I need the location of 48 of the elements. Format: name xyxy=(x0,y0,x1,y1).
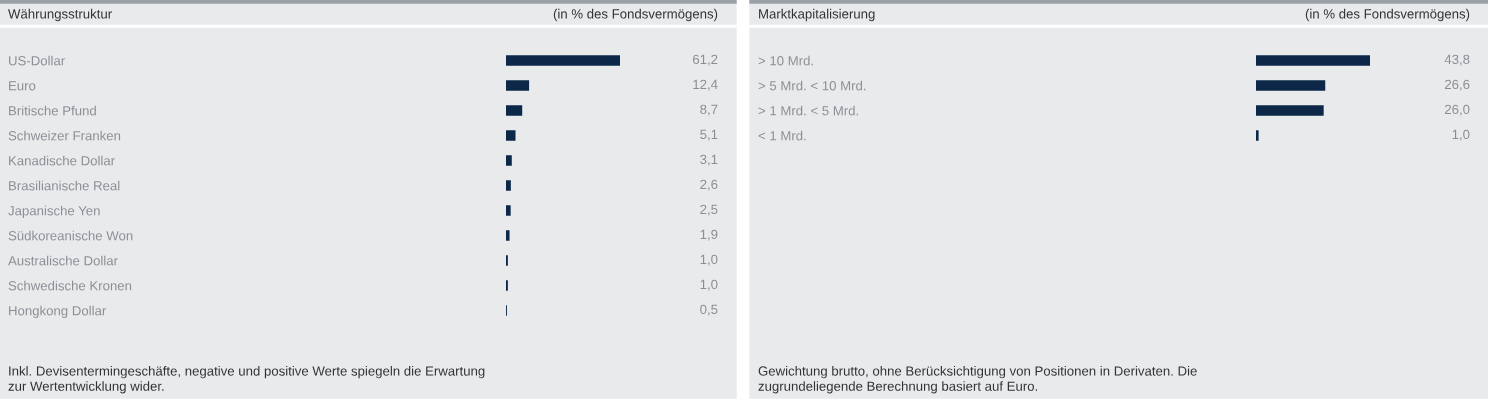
y-tick-label: Japanische Yen xyxy=(8,205,100,219)
y-tick-label: Südkoreanische Won xyxy=(8,230,133,241)
bar xyxy=(506,105,523,116)
y-tick-label: Kanadische Dollar xyxy=(9,155,115,166)
bar xyxy=(1256,105,1324,116)
y-tick-label: Hongkong Dollar xyxy=(9,305,107,319)
chart-subtitle: (in % des Fondsvermögens) xyxy=(553,8,718,22)
bar xyxy=(1256,80,1326,91)
data-label: 8,7 xyxy=(700,104,718,116)
bar xyxy=(506,55,620,66)
y-tick-label: < 1 Mrd. xyxy=(758,130,806,141)
data-label: 3,1 xyxy=(700,154,718,166)
text: Währungsstruktur xyxy=(8,8,112,22)
data-label: 26,0 xyxy=(1444,104,1470,116)
y-tick-label: Schwedische Kronen xyxy=(8,280,132,291)
data-label: 1,0 xyxy=(700,279,718,291)
text: Gewichtung brutto, ohne Berücksichtigung von Positionen in Derivaten. Die zugrundeliegende Berechnung basiert auf Euro. xyxy=(758,366,1197,394)
data-label: 1,0 xyxy=(1452,129,1470,141)
data-label: 43,8 xyxy=(1444,54,1470,66)
chart-subtitle: (in % des Fondsvermögens) xyxy=(1305,8,1470,22)
y-tick-label: Schweizer Franken xyxy=(8,130,121,141)
y-tick-label: Euro xyxy=(9,81,36,91)
data-label: 12,4 xyxy=(693,79,718,91)
data-label: 2,5 xyxy=(700,204,718,216)
data-label: 1,0 xyxy=(700,254,718,266)
y-tick-label: > 5 Mrd. < 10 Mrd. xyxy=(758,80,866,91)
bar xyxy=(506,155,512,166)
data-label: 5,1 xyxy=(700,129,718,141)
data-label: 0,5 xyxy=(700,304,718,316)
data-label: 2,6 xyxy=(700,179,718,191)
y-tick-label: Brasilianische Real xyxy=(9,180,120,191)
bar xyxy=(1256,55,1370,66)
y-tick-label: Britische Pfund xyxy=(9,105,96,116)
bar xyxy=(506,205,511,216)
text: Inkl. Devisentermingeschäfte, negative und positive Werte spiegeln die Erwartung zur Wertentwicklung wider. xyxy=(8,366,485,394)
y-tick-label: > 1 Mrd. < 5 Mrd. xyxy=(758,105,858,116)
bar xyxy=(506,180,511,191)
text: Marktkapitalisierung xyxy=(759,8,875,22)
bar xyxy=(506,80,530,91)
bar xyxy=(506,230,510,241)
data-label: 61,2 xyxy=(692,54,718,66)
bar xyxy=(506,130,516,141)
y-tick-label: > 10 Mrd. xyxy=(758,55,813,66)
data-label: 26,6 xyxy=(1444,79,1470,91)
bar xyxy=(1256,130,1259,141)
data-label: 1,9 xyxy=(700,229,718,241)
y-tick-label: US-Dollar xyxy=(9,55,65,66)
y-tick-label: Australische Dollar xyxy=(8,255,118,266)
